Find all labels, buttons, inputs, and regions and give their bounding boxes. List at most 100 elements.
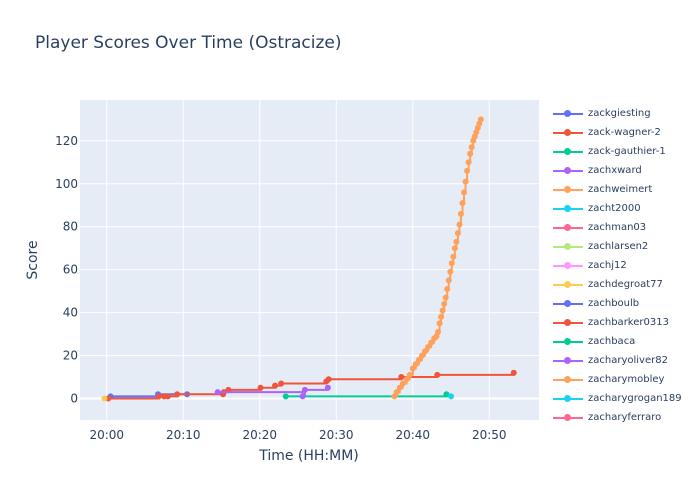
legend-item[interactable]: zack-wagner-2 <box>548 123 698 142</box>
series-zack-gauthier-1[interactable] <box>282 391 450 400</box>
series-zachdegroat77[interactable] <box>101 395 108 402</box>
x-axis-title: Time (HH:MM) <box>258 448 359 464</box>
x-tick-label: 20:20 <box>242 428 277 442</box>
data-point[interactable] <box>443 391 450 398</box>
legend-item[interactable]: zachlarsen2 <box>548 237 698 256</box>
data-point[interactable] <box>450 253 457 260</box>
data-point[interactable] <box>448 393 455 400</box>
legend-item[interactable]: zachweimert <box>548 180 698 199</box>
legend-item[interactable]: zachj12 <box>548 256 698 275</box>
legend-swatch <box>548 355 583 367</box>
data-point[interactable] <box>453 238 460 245</box>
data-point[interactable] <box>457 210 464 217</box>
legend-item[interactable]: zacharyoliver82 <box>548 351 698 370</box>
data-point[interactable] <box>510 369 517 376</box>
data-point[interactable] <box>418 352 425 359</box>
data-point[interactable] <box>448 260 455 267</box>
legend-swatch <box>548 127 583 139</box>
legend-item[interactable]: zachboulb <box>548 294 698 313</box>
legend-item[interactable]: zachdegroat77 <box>548 275 698 294</box>
legend-item[interactable]: zack-gauthier-1 <box>548 142 698 161</box>
data-point[interactable] <box>174 391 181 398</box>
data-point[interactable] <box>451 245 458 252</box>
legend-label: zachweimert <box>588 184 653 195</box>
data-point[interactable] <box>214 389 221 396</box>
data-point[interactable] <box>477 116 484 123</box>
data-point[interactable] <box>434 371 441 378</box>
data-point[interactable] <box>459 200 466 207</box>
data-point[interactable] <box>155 393 162 400</box>
data-point[interactable] <box>272 382 279 389</box>
data-point[interactable] <box>101 395 108 402</box>
legend-label: zachboulb <box>588 298 640 309</box>
series-zachweimert[interactable] <box>391 116 484 400</box>
legend-item[interactable]: zachbarker0313 <box>548 313 698 332</box>
legend-item[interactable]: zacharygrogan189 <box>548 389 698 408</box>
data-point[interactable] <box>467 150 474 157</box>
chart-title: Player Scores Over Time (Ostracize) <box>35 33 342 53</box>
data-point[interactable] <box>324 384 331 391</box>
data-point[interactable] <box>428 339 435 346</box>
data-point[interactable] <box>454 230 461 237</box>
data-point[interactable] <box>398 374 405 381</box>
legend-label: zack-wagner-2 <box>588 127 661 138</box>
legend[interactable]: zackgiesting zack-wagner-2 zack-gauthier-1… <box>548 104 698 422</box>
data-point[interactable] <box>464 167 471 174</box>
legend-swatch <box>548 336 583 348</box>
series-zachxward[interactable] <box>214 384 331 400</box>
y-tick-label: 120 <box>55 134 78 148</box>
legend-label: zachdegroat77 <box>588 279 663 290</box>
legend-item[interactable]: zacharymobley <box>548 370 698 389</box>
data-point[interactable] <box>444 285 451 292</box>
data-point[interactable] <box>164 393 171 400</box>
legend-item[interactable]: zachbaca <box>548 332 698 351</box>
tick-labels: 20:00 20:10 20:20 20:30 20:40 20:50 0 20 40 60 80 1… <box>55 134 506 442</box>
data-point[interactable] <box>468 144 475 151</box>
data-point[interactable] <box>436 320 443 327</box>
legend-item[interactable]: zacharyferraro <box>548 408 698 422</box>
x-tick-label: 20:10 <box>166 428 201 442</box>
data-point[interactable] <box>399 380 406 387</box>
data-point[interactable] <box>406 371 413 378</box>
legend-swatch <box>548 146 583 158</box>
legend-item[interactable]: zachman03 <box>548 218 698 237</box>
data-point[interactable] <box>415 356 422 363</box>
legend-item[interactable]: zacht2000 <box>548 199 698 218</box>
data-point[interactable] <box>456 221 463 228</box>
data-point[interactable] <box>409 365 416 372</box>
data-point[interactable] <box>435 328 442 335</box>
data-point[interactable] <box>462 178 469 185</box>
data-point[interactable] <box>439 307 446 314</box>
data-point[interactable] <box>278 380 285 387</box>
legend-item[interactable]: zachxward <box>548 161 698 180</box>
data-point[interactable] <box>412 361 419 368</box>
data-point[interactable] <box>425 343 432 350</box>
legend-label: zachlarsen2 <box>588 241 649 252</box>
data-point[interactable] <box>403 376 410 383</box>
data-point[interactable] <box>447 268 454 275</box>
data-point[interactable] <box>299 393 306 400</box>
data-point[interactable] <box>465 159 472 166</box>
data-point[interactable] <box>257 384 264 391</box>
series-layer <box>101 116 517 402</box>
legend-item[interactable]: zackgiesting <box>548 104 698 123</box>
legend-label: zackgiesting <box>588 108 651 119</box>
data-point[interactable] <box>441 301 448 308</box>
data-point[interactable] <box>438 313 445 320</box>
data-point[interactable] <box>422 348 429 355</box>
data-point[interactable] <box>461 189 468 196</box>
y-tick-label: 100 <box>55 177 78 191</box>
data-point[interactable] <box>445 277 452 284</box>
data-point[interactable] <box>396 384 403 391</box>
data-point[interactable] <box>301 386 308 393</box>
data-point[interactable] <box>393 389 400 396</box>
data-point[interactable] <box>325 376 332 383</box>
legend-swatch <box>548 393 583 405</box>
legend-label: zachbaca <box>588 336 636 347</box>
data-point[interactable] <box>442 294 449 301</box>
legend-swatch <box>548 203 583 215</box>
y-tick-label: 40 <box>63 306 78 320</box>
series-zacht2000[interactable] <box>448 393 455 400</box>
data-point[interactable] <box>282 393 289 400</box>
